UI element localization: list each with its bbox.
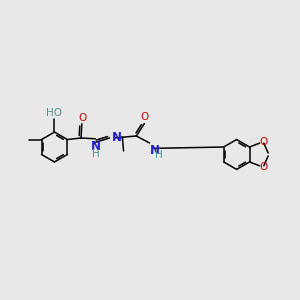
Text: HO: HO	[46, 108, 62, 118]
Text: O: O	[260, 136, 268, 147]
Text: N: N	[91, 140, 100, 153]
Text: N: N	[112, 131, 122, 144]
Text: O: O	[78, 112, 86, 122]
Text: O: O	[141, 112, 149, 122]
Text: H: H	[92, 149, 100, 159]
Text: H: H	[155, 150, 163, 161]
Text: N: N	[150, 144, 160, 157]
Text: O: O	[260, 162, 268, 172]
